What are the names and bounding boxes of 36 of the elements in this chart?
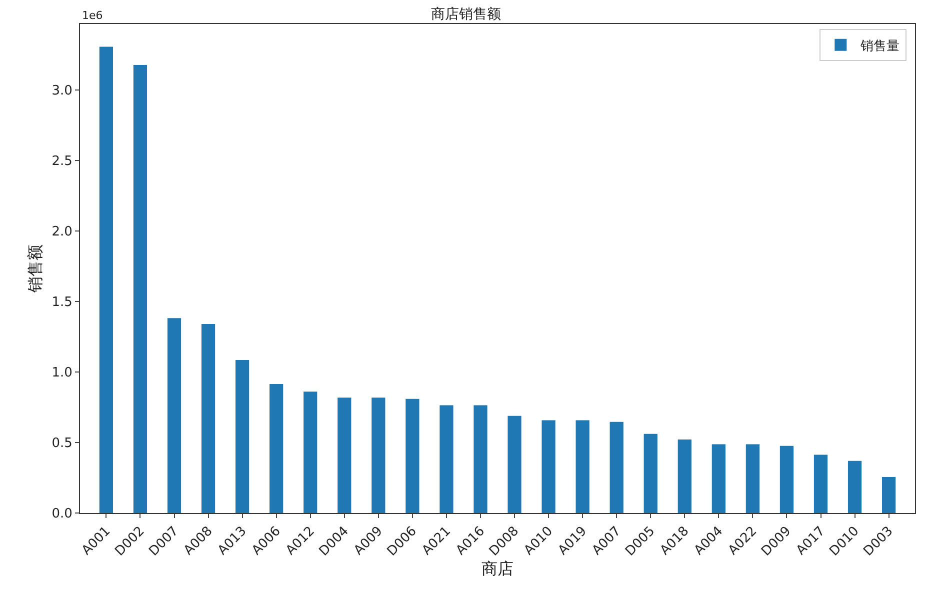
y-tick-label: 1.0 (52, 366, 72, 381)
bar (167, 318, 182, 513)
bar (882, 477, 896, 513)
bar (542, 420, 556, 513)
bar (270, 384, 284, 513)
y-tick-label: 2.0 (52, 224, 72, 240)
bar (848, 460, 862, 513)
bar (746, 444, 760, 513)
x-axis-title: 商店 (482, 559, 514, 578)
bar (236, 360, 250, 513)
bar (474, 405, 488, 513)
y-tick-label: 0.0 (52, 506, 72, 522)
bar (508, 416, 522, 513)
bar (712, 444, 726, 513)
bar (133, 65, 148, 513)
text: 1e6 (82, 9, 103, 22)
bar (610, 422, 624, 513)
y-tick-label: 1.5 (52, 295, 72, 310)
bar (304, 392, 318, 513)
y-tick-label: 0.5 (52, 436, 72, 452)
bar (814, 454, 828, 513)
y-tick-label: 3.0 (52, 84, 72, 99)
bar (406, 398, 420, 513)
bar (372, 398, 386, 513)
bar (678, 440, 692, 513)
bar (780, 446, 794, 513)
bar (644, 434, 658, 513)
chart-title: 商店销售额 (431, 6, 501, 23)
bar (201, 324, 216, 513)
bar (440, 405, 454, 513)
bar (338, 398, 352, 513)
y-axis-title: 销售额 (26, 244, 45, 294)
bar (576, 420, 590, 513)
bar (99, 46, 114, 513)
y-tick-label: 2.5 (52, 154, 72, 170)
legend-label: 销售量 (860, 38, 900, 54)
